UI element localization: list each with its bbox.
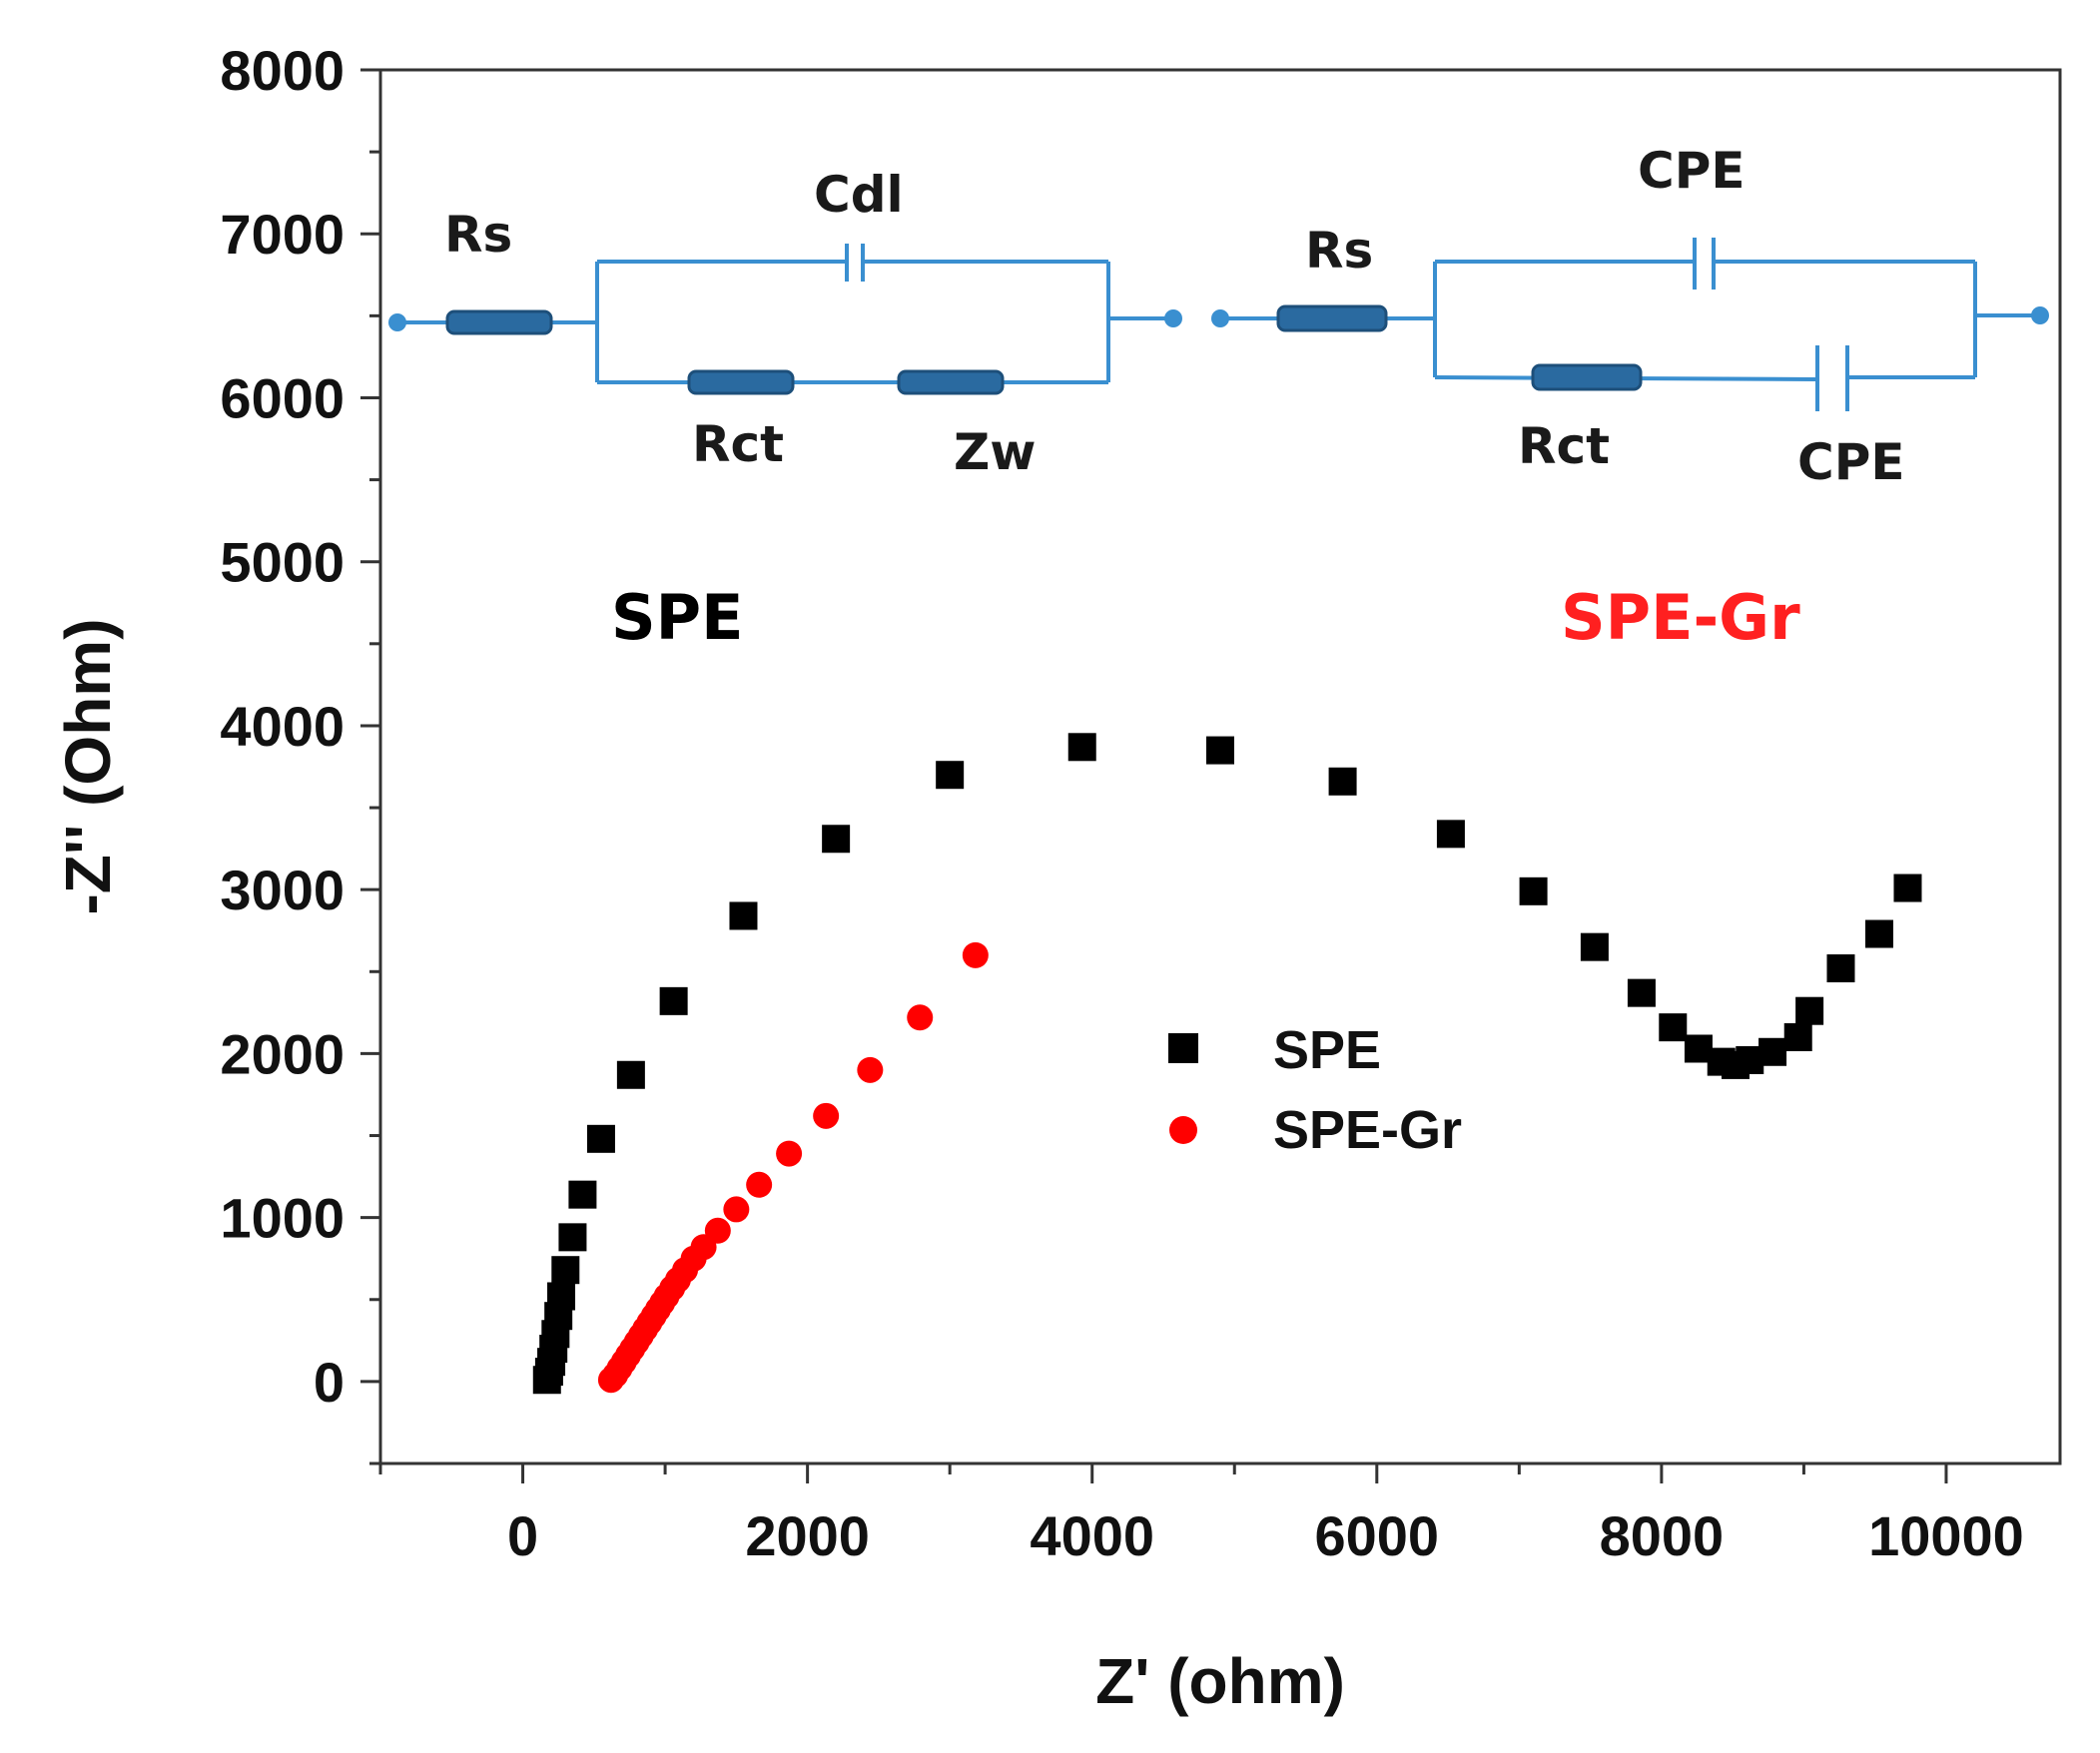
spe-point bbox=[659, 986, 688, 1015]
spe-gr-point bbox=[723, 1196, 750, 1223]
circuit-right-rs-label: Rs bbox=[1305, 222, 1373, 280]
spe-point bbox=[1436, 820, 1465, 849]
plot-frame bbox=[378, 68, 2062, 1465]
spe-gr-point bbox=[962, 941, 989, 968]
spe-point bbox=[936, 761, 965, 790]
y-axis-title: -Z'' (Ohm) bbox=[52, 618, 124, 914]
circuit-right-rs-resistor bbox=[1276, 304, 1388, 332]
x-axis-ticks: 0 2000 4000 6000 8000 10000 bbox=[378, 1463, 2024, 1567]
spe-point bbox=[547, 1282, 576, 1311]
spe-point bbox=[1519, 876, 1548, 905]
circuit-left-terminal-in bbox=[388, 313, 406, 331]
x-tick-label: 4000 bbox=[1030, 1504, 1154, 1567]
x-tick-label: 10000 bbox=[1868, 1504, 2024, 1567]
circuit-left-rs-resistor bbox=[445, 309, 553, 335]
circuit-left-rct-label: Rct bbox=[692, 415, 784, 473]
spe-point bbox=[1826, 954, 1855, 983]
x-tick-label: 6000 bbox=[1315, 1504, 1440, 1567]
spe-point bbox=[616, 1060, 645, 1089]
spe-point bbox=[568, 1180, 597, 1209]
circuit-left-terminal-out bbox=[1164, 309, 1182, 327]
spe-point bbox=[822, 825, 851, 854]
spe-point bbox=[1795, 996, 1824, 1025]
spe-point bbox=[1328, 767, 1357, 796]
circuit-left-cdl-label: Cdl bbox=[814, 166, 904, 224]
circuit-left bbox=[388, 244, 1182, 395]
spe-point bbox=[1627, 978, 1656, 1007]
y-tick-label: 2000 bbox=[220, 1022, 345, 1085]
circuit-left-zw-label: Zw bbox=[954, 423, 1036, 481]
spe-point bbox=[1067, 733, 1096, 762]
spe-point bbox=[1758, 1037, 1787, 1066]
spe-gr-point bbox=[704, 1217, 731, 1244]
x-axis-title: Z' (ohm) bbox=[1095, 1645, 1345, 1717]
legend: SPE SPE-Gr bbox=[1168, 1020, 1462, 1160]
data-series bbox=[532, 733, 1922, 1395]
circuit-right-cpe-top-label: CPE bbox=[1638, 142, 1746, 200]
y-axis-ticks: 0 1000 2000 3000 4000 5000 6000 7000 8000 bbox=[220, 39, 380, 1465]
circuit-left-rs-label: Rs bbox=[444, 206, 512, 264]
legend-marker-spe bbox=[1168, 1033, 1198, 1063]
y-tick-label: 4000 bbox=[220, 695, 345, 758]
annotation-spe: SPE bbox=[611, 581, 743, 654]
circuit-left-zw-element bbox=[897, 369, 1005, 395]
x-tick-label: 0 bbox=[507, 1504, 538, 1567]
spe-gr-point bbox=[776, 1140, 803, 1167]
spe-point bbox=[1893, 874, 1922, 902]
spe-point bbox=[1206, 736, 1234, 765]
spe-point bbox=[558, 1223, 587, 1252]
y-tick-label: 0 bbox=[314, 1351, 345, 1414]
circuit-right-cpe-bottom-label: CPE bbox=[1797, 433, 1905, 491]
annotation-spe-gr: SPE-Gr bbox=[1561, 581, 1800, 654]
circuit-left-rct-resistor bbox=[687, 369, 795, 395]
spe-point bbox=[551, 1256, 580, 1285]
circuit-right-rct-label: Rct bbox=[1518, 417, 1610, 475]
spe-point bbox=[1659, 1013, 1688, 1042]
y-tick-label: 3000 bbox=[220, 859, 345, 921]
spe-gr-point bbox=[857, 1056, 884, 1083]
x-tick-label: 8000 bbox=[1600, 1504, 1725, 1567]
circuit-right-rct-resistor bbox=[1531, 363, 1643, 391]
circuit-right bbox=[1211, 238, 2049, 411]
y-tick-label: 1000 bbox=[220, 1187, 345, 1250]
spe-point bbox=[1864, 919, 1893, 948]
legend-label-spe: SPE bbox=[1273, 1020, 1381, 1080]
y-tick-label: 8000 bbox=[220, 39, 345, 102]
spe-point bbox=[1580, 932, 1609, 961]
circuit-right-terminal-out bbox=[2031, 306, 2049, 324]
y-tick-label: 7000 bbox=[220, 203, 345, 266]
legend-marker-spe-gr bbox=[1169, 1116, 1197, 1144]
x-tick-label: 2000 bbox=[745, 1504, 870, 1567]
spe-gr-point bbox=[746, 1171, 773, 1198]
spe-gr-point bbox=[813, 1102, 840, 1129]
spe-point bbox=[1783, 1022, 1812, 1051]
spe-point bbox=[729, 901, 758, 930]
y-tick-label: 5000 bbox=[220, 531, 345, 594]
y-tick-label: 6000 bbox=[220, 366, 345, 429]
legend-label-spe-gr: SPE-Gr bbox=[1273, 1100, 1462, 1160]
spe-point bbox=[586, 1124, 615, 1153]
spe-gr-point bbox=[907, 1004, 934, 1031]
